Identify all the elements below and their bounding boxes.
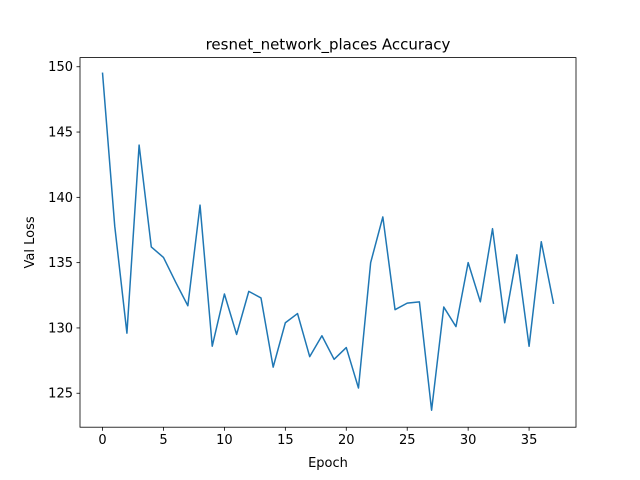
- x-tick-label: 35: [521, 433, 538, 448]
- series-line: [101, 72, 555, 411]
- y-tick-label: 145: [48, 126, 73, 141]
- x-tick-label: 25: [399, 433, 416, 448]
- x-tick-label: 5: [159, 433, 167, 448]
- y-tick-label: 125: [48, 387, 73, 402]
- x-tick-label: 15: [277, 433, 294, 448]
- plot-frame: [79, 57, 577, 428]
- plot-area: [79, 57, 577, 428]
- chart-title: resnet_network_places Accuracy: [206, 36, 451, 55]
- x-tick-label: 30: [460, 433, 477, 448]
- y-tick-label: 135: [48, 256, 73, 271]
- series-layer: [101, 72, 555, 411]
- x-tick-label: 20: [338, 433, 355, 448]
- x-axis: 0 5 10 15 20 25 30 35: [98, 427, 537, 448]
- y-tick-label: 130: [48, 321, 73, 336]
- x-tick-label: 0: [98, 433, 106, 448]
- x-tick-label: 10: [216, 433, 233, 448]
- y-axis: 125 130 135 140 145 150: [48, 60, 80, 402]
- y-tick-label: 150: [48, 60, 73, 75]
- y-axis-title: Val Loss: [23, 216, 38, 268]
- x-axis-title: Epoch: [308, 456, 348, 471]
- y-tick-label: 140: [48, 191, 73, 206]
